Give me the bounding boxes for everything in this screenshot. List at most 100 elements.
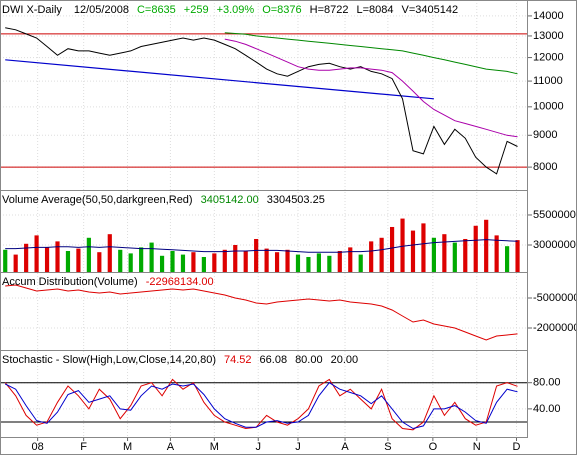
series-line <box>4 382 518 430</box>
y-tick-label: 13000 <box>533 30 564 42</box>
series-line <box>224 32 518 75</box>
volume-bar <box>44 247 50 272</box>
volume-bar <box>233 244 238 272</box>
volume-bar <box>306 256 311 272</box>
readout: -22968134.00 <box>146 276 214 288</box>
x-tick-label: M <box>123 441 132 453</box>
volume-bar <box>180 254 186 272</box>
volume-bar <box>107 234 112 272</box>
header-item: V=3405142 <box>402 4 459 16</box>
trend-line <box>5 59 434 100</box>
panel-title: Volume Average(50,50,darkgreen,Red) <box>2 194 193 206</box>
x-tick-label: S <box>384 441 391 453</box>
series-line <box>4 378 518 431</box>
y-tick-label: 11000 <box>533 75 563 87</box>
header-item: 12/05/2008 <box>74 4 129 16</box>
volume-bar <box>34 235 39 272</box>
volume-bar <box>504 246 510 272</box>
readout: 20.00 <box>331 354 359 366</box>
y-tick-label: 9000 <box>533 129 557 141</box>
volume-bar <box>274 252 280 272</box>
y-tick-label: -20000000 <box>533 322 577 334</box>
series-line <box>5 239 518 253</box>
volume-bar <box>295 254 301 272</box>
volume-bar <box>316 253 321 272</box>
x-tick-label: D <box>513 441 521 453</box>
volume-bar <box>65 250 71 272</box>
panel-title: Stochastic - Slow(High,Low,Close,14,20,8… <box>2 354 216 366</box>
series-line <box>224 38 518 138</box>
volume-bar <box>3 249 8 272</box>
volume-bar <box>24 243 29 272</box>
volume-bar <box>421 223 426 272</box>
y-tick-label: 40.00 <box>533 403 561 415</box>
panel-title: Accum Distribution(Volume) <box>2 276 138 288</box>
panel-legend: DWI X-Daily 12/05/2008 C=8635 +259 +3.09% O=8… <box>2 4 458 16</box>
y-tick-label: 5500000 <box>533 209 576 221</box>
panel-legend: Volume Average(50,50,darkgreen,Red) 34051… <box>2 194 325 206</box>
x-tick-label: J <box>295 441 301 453</box>
panel-legend: Accum Distribution(Volume) -22968134.00 <box>2 276 214 288</box>
x-tick-label: A <box>167 441 175 453</box>
volume-bar <box>55 241 60 272</box>
volume-bar <box>410 230 416 272</box>
volume-bar <box>128 253 133 272</box>
header-item: +259 <box>184 4 209 16</box>
header-item: O=8376 <box>262 4 301 16</box>
volume-bar <box>389 226 395 272</box>
x-tick-label: O <box>429 441 438 453</box>
volume-bar <box>222 249 227 272</box>
panel-title: DWI X-Daily <box>2 4 62 16</box>
volume-bar <box>170 250 175 272</box>
volume-bar <box>515 240 520 272</box>
volume-bar <box>369 241 374 272</box>
header-item: +3.09% <box>217 4 255 16</box>
series-line <box>5 27 518 175</box>
volume-bar <box>139 247 144 272</box>
volume-bar <box>118 249 123 272</box>
readout: 3304503.25 <box>267 194 325 206</box>
readout: 74.52 <box>224 354 252 366</box>
header-item: C=8635 <box>137 4 176 16</box>
series-line <box>5 284 518 341</box>
header-item: L=8084 <box>357 4 394 16</box>
x-tick-label: A <box>341 441 349 453</box>
x-tick-label: J <box>255 441 261 453</box>
readout: 80.00 <box>295 354 323 366</box>
x-tick-label: F <box>80 441 87 453</box>
volume-bar <box>13 254 18 272</box>
volume-bar <box>212 253 217 272</box>
y-tick-label: 8000 <box>533 161 557 173</box>
x-tick-label: M <box>210 441 219 453</box>
volume-bar <box>494 235 499 272</box>
volume-bar <box>254 238 259 272</box>
volume-bar <box>379 237 384 272</box>
y-tick-label: -5000000 <box>533 292 577 304</box>
volume-bar <box>191 252 196 272</box>
volume-bar <box>348 247 353 272</box>
volume-bar <box>149 242 154 272</box>
volume-bar <box>327 255 332 272</box>
volume-bar <box>400 218 405 272</box>
volume-bar <box>484 219 489 272</box>
header-item: H=8722 <box>310 4 349 16</box>
volume-bar <box>358 254 363 272</box>
volume-bar <box>76 248 81 272</box>
panel-legend: Stochastic - Slow(High,Low,Close,14,20,8… <box>2 354 358 366</box>
x-tick-label: 08 <box>32 441 44 453</box>
volume-bar <box>159 255 165 272</box>
readout: 66.08 <box>260 354 288 366</box>
volume-bar <box>97 252 102 272</box>
readout: 3405142.00 <box>201 194 259 206</box>
volume-bar <box>431 237 436 272</box>
x-tick-label: N <box>473 441 481 453</box>
volume-bar <box>264 248 269 272</box>
y-tick-label: 3000000 <box>533 239 576 251</box>
volume-bar <box>86 237 91 272</box>
volume-bar <box>463 238 468 272</box>
volume-bar <box>442 234 447 272</box>
volume-bar <box>243 250 248 272</box>
